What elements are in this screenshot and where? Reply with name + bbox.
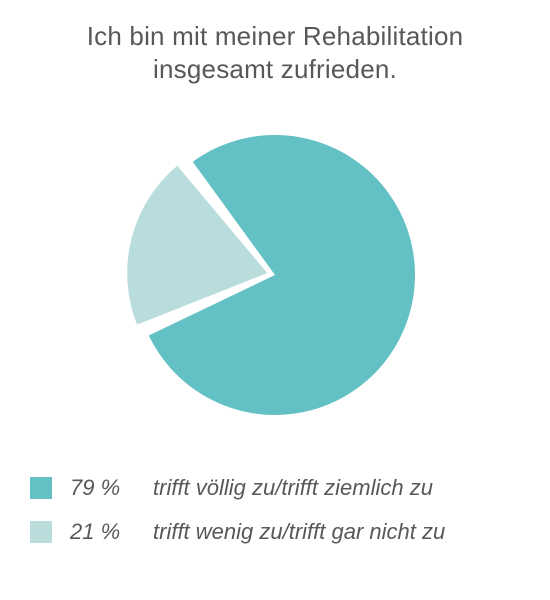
legend-swatch — [30, 477, 52, 499]
legend-swatch — [30, 521, 52, 543]
title-line-1: Ich bin mit meiner Rehabilitation — [87, 21, 464, 51]
legend-item: 21 % trifft wenig zu/trifft gar nicht zu — [30, 519, 520, 545]
legend-item: 79 % trifft völlig zu/trifft ziemlich zu — [30, 475, 520, 501]
legend: 79 % trifft völlig zu/trifft ziemlich zu… — [30, 475, 520, 545]
legend-label: trifft völlig zu/trifft ziemlich zu — [153, 475, 433, 501]
title-line-2: insgesamt zufrieden. — [153, 54, 397, 84]
chart-title: Ich bin mit meiner Rehabilitation insges… — [30, 20, 520, 85]
legend-label: trifft wenig zu/trifft gar nicht zu — [153, 519, 445, 545]
legend-percent: 79 % — [70, 475, 135, 501]
pie-chart — [125, 125, 425, 425]
legend-percent: 21 % — [70, 519, 135, 545]
pie-chart-container — [30, 125, 520, 425]
